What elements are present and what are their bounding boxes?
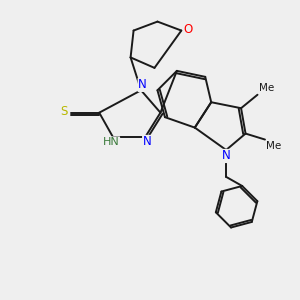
Text: S: S xyxy=(61,105,68,118)
Text: O: O xyxy=(183,22,193,36)
Text: N: N xyxy=(138,78,147,92)
Text: Me: Me xyxy=(259,83,274,93)
Text: HN: HN xyxy=(103,137,120,147)
Text: N: N xyxy=(142,135,152,148)
Text: Me: Me xyxy=(266,141,282,151)
Text: N: N xyxy=(222,149,230,163)
